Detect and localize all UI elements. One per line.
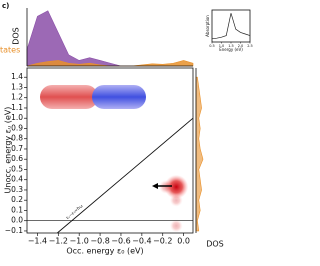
y-tick-label: 0.5 [11, 164, 23, 173]
x-tick-label: 2.5 [247, 44, 253, 48]
molecule-blue [92, 85, 146, 109]
y-tick-label: 1.4 [11, 72, 23, 81]
x-tick-label: 1.5 [228, 44, 234, 48]
dos-area [26, 10, 193, 67]
x-axis-label: Occ. energy ε₀ (eV) [66, 247, 143, 256]
y-tick-label: 0.2 [11, 195, 23, 204]
y-tick-label: 0.0 [11, 216, 23, 225]
y-tick-label: 0.8 [11, 134, 23, 143]
annotation: εᵤ−ε₀=ħω [65, 203, 84, 220]
figure: c) εᵤ−ε₀=ħω −1.4 −1.2 −1.0 −0.8 −0.6 −0.4 −0.2 0… [0, 2, 253, 256]
y-axis-label: DOS [12, 27, 21, 45]
y-axis-label: Unocc. energy εᵤ (eV) [4, 107, 13, 194]
y-tick-label: 1.3 [11, 82, 23, 91]
x-tick-label: 0.0 [177, 237, 190, 246]
x-tick-label: 2.0 [238, 44, 244, 48]
main-frame [26, 67, 194, 234]
x-axis-label: DOS [206, 240, 224, 249]
y-tick-label: 1.1 [11, 103, 23, 112]
y-tick-label: 0.6 [11, 154, 23, 163]
y-tick-label: 0.9 [11, 123, 23, 132]
molecule-red [40, 85, 98, 109]
x-axis-label: Energy (eV) [219, 47, 243, 52]
dos-area [195, 76, 204, 232]
y-axis-label: Absorption [205, 15, 210, 37]
absorption-line [211, 13, 251, 40]
arrow-head [152, 183, 158, 189]
y-tick-label: 0.3 [11, 185, 23, 194]
x-tick-label: −1.4 [28, 237, 47, 246]
y-tick-label: 0.7 [11, 144, 23, 153]
y-tick-label: 1.2 [11, 93, 23, 102]
x-tick-label: −0.2 [153, 237, 172, 246]
y-tick-label: 0.4 [11, 175, 23, 184]
heat-blob [164, 174, 189, 199]
x-tick-label: 1.0 [219, 44, 225, 48]
panel-label: c) [2, 2, 9, 10]
y-tick-label: 1.0 [11, 113, 23, 122]
heat-blob [169, 219, 183, 233]
y-tick-label: 0.1 [11, 205, 23, 214]
x-tick-label: −0.4 [132, 237, 151, 246]
x-tick-label: −0.6 [111, 237, 130, 246]
y-tick-label: −0.1 [5, 226, 23, 235]
heat-blob [169, 193, 183, 207]
dos-label: tates [0, 46, 20, 55]
x-tick-label: 0.5 [209, 44, 215, 48]
x-tick-label: −1.2 [49, 237, 68, 246]
x-tick-label: −0.8 [90, 237, 109, 246]
diagonal-line [56, 117, 194, 234]
heat-blob [159, 180, 173, 194]
x-tick-label: −1.0 [69, 237, 88, 246]
